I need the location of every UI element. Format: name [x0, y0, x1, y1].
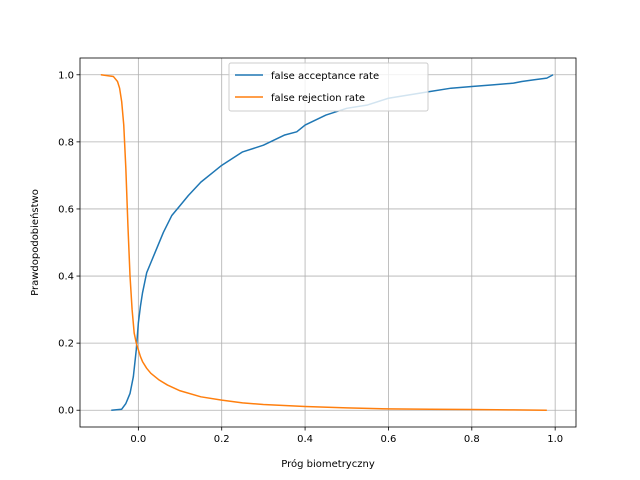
legend: false acceptance rate false rejection ra… [228, 62, 429, 112]
x-tick-label: 1.0 [547, 434, 563, 445]
x-axis-label: Próg biometryczny [281, 458, 375, 470]
series-line-0 [111, 74, 554, 411]
series-line-1 [100, 74, 547, 411]
y-tick-label: 0.8 [58, 137, 74, 148]
x-tick-label: 0.4 [297, 434, 313, 445]
y-axis-label: Prawdopodobieństwo [29, 189, 41, 296]
x-tick-label: 0.2 [214, 434, 230, 445]
y-axis-ticks: 0.0 0.2 0.4 0.6 0.8 1.0 [58, 70, 80, 417]
y-tick-label: 1.0 [58, 70, 74, 81]
legend-label-false-acceptance: false acceptance rate [271, 71, 379, 82]
y-tick-label: 0.4 [58, 272, 74, 283]
y-tick-label: 0.6 [58, 204, 74, 215]
y-tick-label: 0.2 [58, 339, 74, 350]
plot-frame [79, 57, 577, 428]
y-tick-label: 0.0 [58, 406, 74, 417]
legend-label-false-rejection: false rejection rate [271, 93, 365, 104]
x-tick-label: 0.6 [380, 434, 396, 445]
x-tick-label: 0.0 [130, 434, 146, 445]
grid [80, 58, 576, 427]
series-layer [100, 74, 554, 411]
x-axis-ticks: 0.0 0.2 0.4 0.6 0.8 1.0 [130, 427, 563, 445]
legend-box [228, 62, 429, 112]
x-tick-label: 0.8 [464, 434, 480, 445]
